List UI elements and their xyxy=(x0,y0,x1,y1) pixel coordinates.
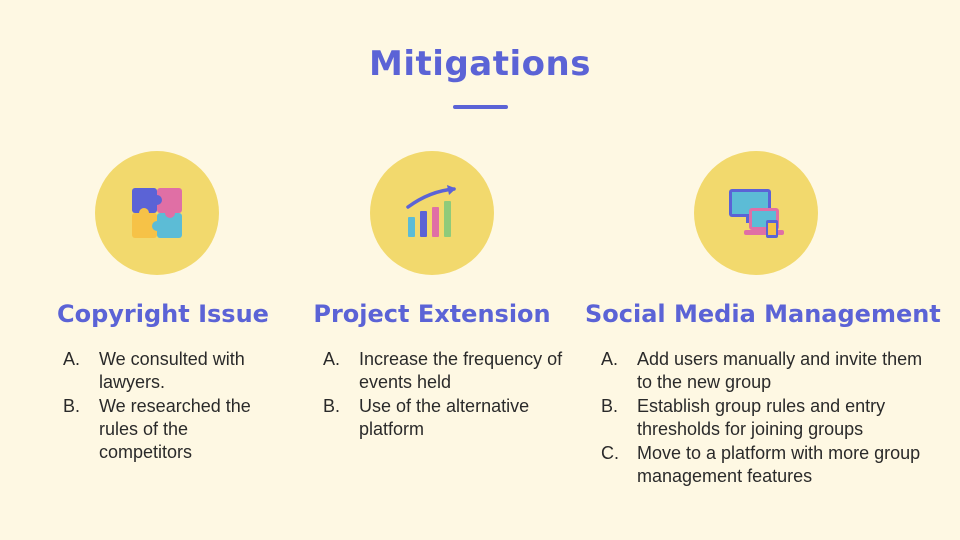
list-item: B. We researched the rules of the competi… xyxy=(63,396,251,462)
icon-circle-social xyxy=(694,151,818,275)
list-social: A. Add users manually and invite them to … xyxy=(601,348,931,489)
list-item: A. We consulted with lawyers. xyxy=(63,349,245,392)
icon-circle-copyright xyxy=(95,151,219,275)
title-underline xyxy=(453,105,508,109)
column-heading-extension: Project Extension xyxy=(313,300,551,328)
list-item: C. Move to a platform with more group man… xyxy=(601,443,921,486)
puzzle-icon xyxy=(132,188,182,238)
devices-icon xyxy=(729,189,784,238)
list-item: B. Use of the alternative platform xyxy=(323,396,530,439)
icon-circle-extension xyxy=(370,151,494,275)
column-heading-copyright: Copyright Issue xyxy=(57,300,269,328)
list-extension: A. Increase the frequency of events held … xyxy=(323,348,563,442)
growth-chart-icon xyxy=(406,185,456,237)
list-item: B. Establish group rules and entry thresh… xyxy=(601,396,886,439)
slide-title: Mitigations xyxy=(369,44,591,84)
list-item: A. Increase the frequency of events held xyxy=(323,349,563,392)
list-copyright: A. We consulted with lawyers. B. We resear… xyxy=(63,348,263,465)
column-heading-social: Social Media Management xyxy=(585,300,941,328)
list-item: A. Add users manually and invite them to … xyxy=(601,349,923,392)
